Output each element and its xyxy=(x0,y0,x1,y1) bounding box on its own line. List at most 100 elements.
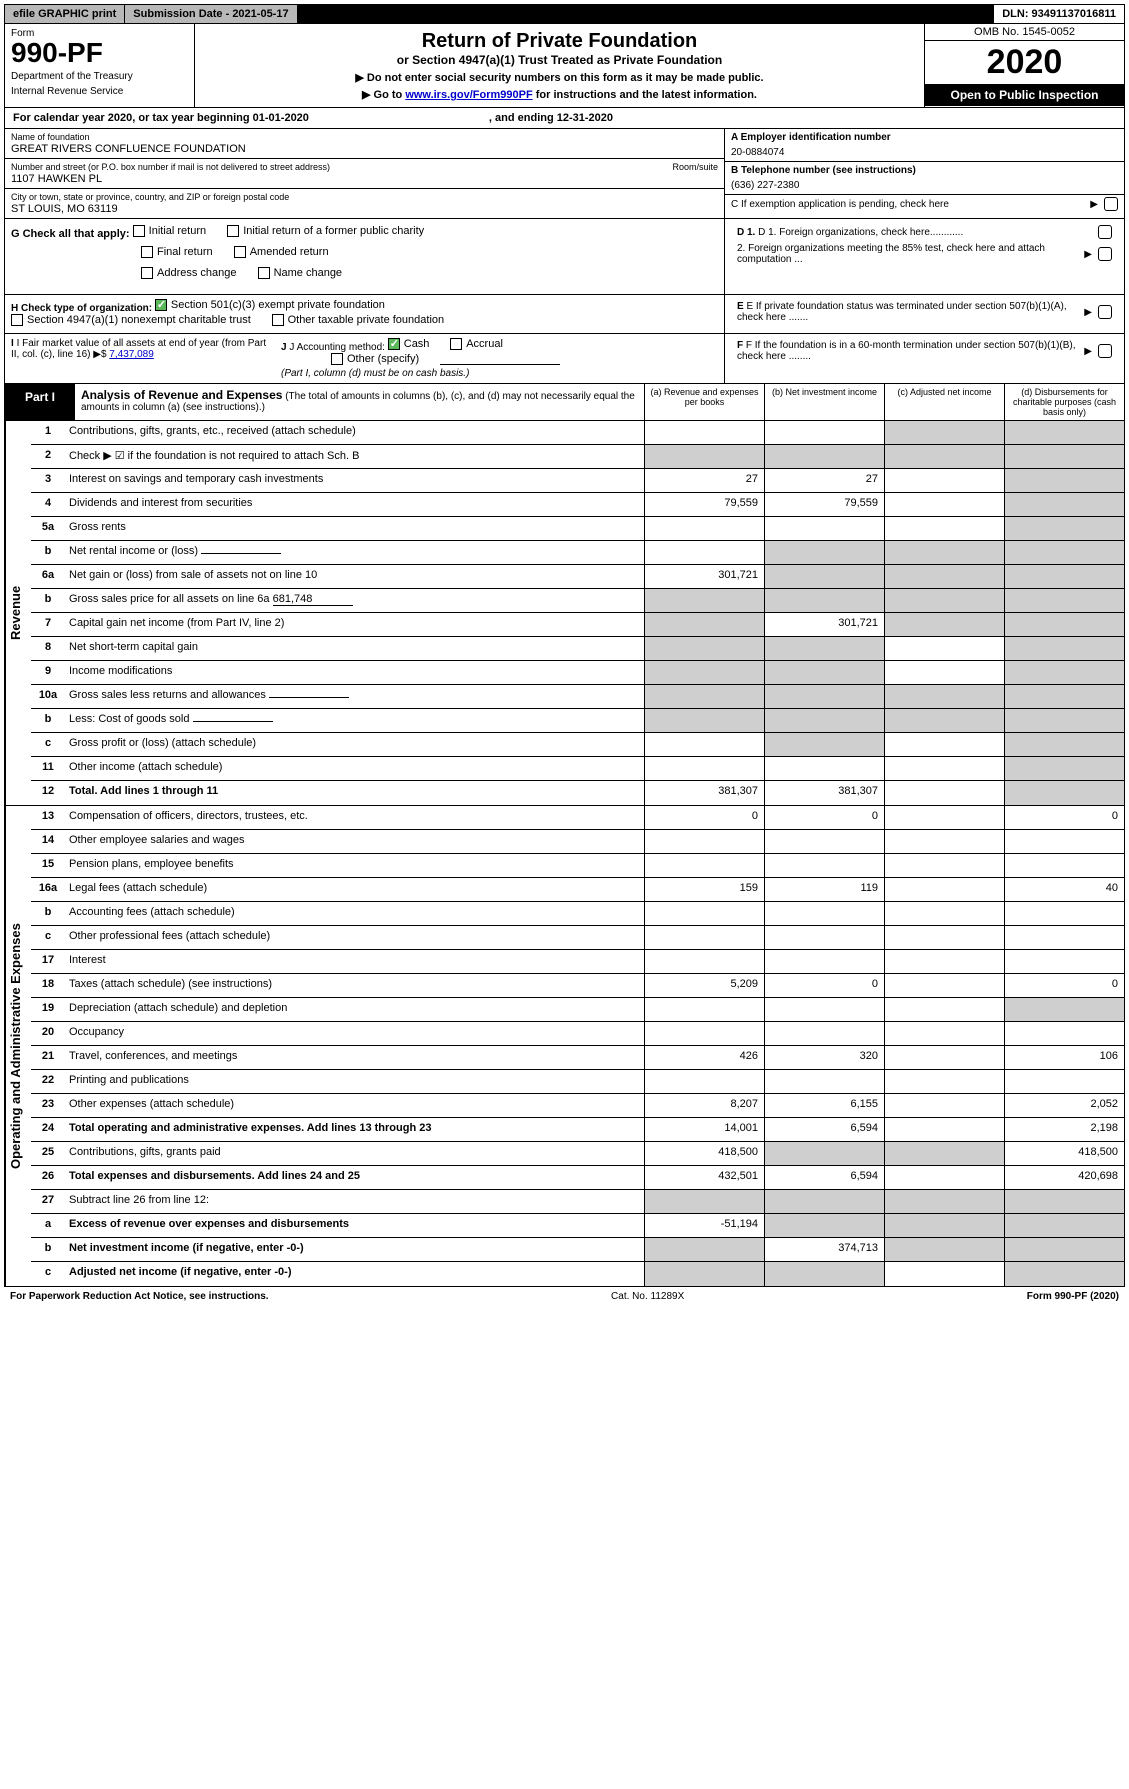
cell-a xyxy=(644,613,764,636)
chk-name-change[interactable]: Name change xyxy=(258,267,343,279)
table-row: 8Net short-term capital gain xyxy=(31,637,1124,661)
chk-cash[interactable]: Cash xyxy=(388,338,430,350)
line-number: 11 xyxy=(31,757,65,780)
calyear-begin: For calendar year 2020, or tax year begi… xyxy=(13,112,309,124)
cell-b: 79,559 xyxy=(764,493,884,516)
cell-a xyxy=(644,950,764,973)
cell-c xyxy=(884,757,1004,780)
cell-d xyxy=(1004,950,1124,973)
cell-d xyxy=(1004,1214,1124,1237)
city-state-zip: ST LOUIS, MO 63119 xyxy=(11,203,718,215)
cell-d: 2,052 xyxy=(1004,1094,1124,1117)
cell-a xyxy=(644,541,764,564)
form-number: 990-PF xyxy=(11,39,188,67)
line-number: 25 xyxy=(31,1142,65,1165)
cell-b xyxy=(764,830,884,853)
d2-checkbox[interactable] xyxy=(1098,247,1112,261)
line-desc: Gross sales price for all assets on line… xyxy=(65,589,644,612)
cell-c xyxy=(884,974,1004,997)
cell-c xyxy=(884,998,1004,1021)
fmv-link[interactable]: 7,437,089 xyxy=(109,349,154,360)
chk-initial-return[interactable]: Initial return xyxy=(133,225,206,237)
cell-d xyxy=(1004,830,1124,853)
col-d-header: (d) Disbursements for charitable purpose… xyxy=(1004,384,1124,420)
part1-header: Part I Analysis of Revenue and Expenses … xyxy=(4,384,1125,421)
cell-b xyxy=(764,637,884,660)
chk-501c3[interactable]: Section 501(c)(3) exempt private foundat… xyxy=(155,299,385,311)
cell-a: 14,001 xyxy=(644,1118,764,1141)
cell-c xyxy=(884,854,1004,877)
exemption-checkbox[interactable] xyxy=(1104,197,1118,211)
e-checkbox[interactable] xyxy=(1098,305,1112,319)
table-row: 19Depreciation (attach schedule) and dep… xyxy=(31,998,1124,1022)
line-desc: Taxes (attach schedule) (see instruction… xyxy=(65,974,644,997)
cell-b xyxy=(764,565,884,588)
cell-a xyxy=(644,998,764,1021)
cell-b xyxy=(764,854,884,877)
foundation-name-row: Name of foundation GREAT RIVERS CONFLUEN… xyxy=(5,129,724,159)
header-left: Form 990-PF Department of the Treasury I… xyxy=(5,24,195,107)
chk-amended[interactable]: Amended return xyxy=(234,246,329,258)
calendar-year-row: For calendar year 2020, or tax year begi… xyxy=(4,108,1125,129)
line-number: c xyxy=(31,733,65,756)
efile-label: efile GRAPHIC print xyxy=(5,5,125,23)
line-number: b xyxy=(31,902,65,925)
cell-a: 0 xyxy=(644,806,764,829)
chk-final-return[interactable]: Final return xyxy=(141,246,213,258)
section-d: D 1. D 1. Foreign organizations, check h… xyxy=(724,219,1124,294)
form-header: Form 990-PF Department of the Treasury I… xyxy=(4,24,1125,108)
table-row: cGross profit or (loss) (attach schedule… xyxy=(31,733,1124,757)
cell-c xyxy=(884,1142,1004,1165)
line-number: 22 xyxy=(31,1070,65,1093)
line-desc: Total. Add lines 1 through 11 xyxy=(65,781,644,805)
line-number: b xyxy=(31,541,65,564)
line-desc: Accounting fees (attach schedule) xyxy=(65,902,644,925)
line-number: 6a xyxy=(31,565,65,588)
cell-a: 8,207 xyxy=(644,1094,764,1117)
chk-address-change[interactable]: Address change xyxy=(141,267,237,279)
cell-d xyxy=(1004,757,1124,780)
revenue-side-label: Revenue xyxy=(5,421,31,805)
part1-desc: Analysis of Revenue and Expenses (The to… xyxy=(75,384,644,420)
cell-a: -51,194 xyxy=(644,1214,764,1237)
note-ssn: ▶ Do not enter social security numbers o… xyxy=(201,71,918,84)
cell-b xyxy=(764,926,884,949)
line-number: 19 xyxy=(31,998,65,1021)
f-checkbox[interactable] xyxy=(1098,344,1112,358)
line-desc: Printing and publications xyxy=(65,1070,644,1093)
chk-other-taxable[interactable]: Other taxable private foundation xyxy=(272,314,445,326)
table-row: cOther professional fees (attach schedul… xyxy=(31,926,1124,950)
cell-a: 301,721 xyxy=(644,565,764,588)
chk-accrual[interactable]: Accrual xyxy=(450,338,503,350)
entity-left: Name of foundation GREAT RIVERS CONFLUEN… xyxy=(5,129,724,218)
cell-c xyxy=(884,1070,1004,1093)
cell-d xyxy=(1004,421,1124,444)
line-desc: Capital gain net income (from Part IV, l… xyxy=(65,613,644,636)
chk-initial-former[interactable]: Initial return of a former public charit… xyxy=(227,225,424,237)
line-desc: Excess of revenue over expenses and disb… xyxy=(65,1214,644,1237)
expenses-table: Operating and Administrative Expenses 13… xyxy=(4,806,1125,1287)
cell-d xyxy=(1004,709,1124,732)
cell-a xyxy=(644,637,764,660)
cell-d xyxy=(1004,493,1124,516)
cell-b xyxy=(764,541,884,564)
cell-d: 2,198 xyxy=(1004,1118,1124,1141)
cell-a: 159 xyxy=(644,878,764,901)
line-number: 14 xyxy=(31,830,65,853)
footer-cat: Cat. No. 11289X xyxy=(269,1291,1027,1302)
line-desc: Dividends and interest from securities xyxy=(65,493,644,516)
cell-b: 0 xyxy=(764,806,884,829)
chk-4947[interactable]: Section 4947(a)(1) nonexempt charitable … xyxy=(11,314,251,326)
line-number: 21 xyxy=(31,1046,65,1069)
cell-c xyxy=(884,1094,1004,1117)
cell-b: 6,594 xyxy=(764,1118,884,1141)
table-row: 27Subtract line 26 from line 12: xyxy=(31,1190,1124,1214)
chk-other-method[interactable]: Other (specify) xyxy=(331,353,419,365)
line-desc: Net investment income (if negative, ente… xyxy=(65,1238,644,1261)
cell-a: 5,209 xyxy=(644,974,764,997)
irs-link[interactable]: www.irs.gov/Form990PF xyxy=(405,89,532,101)
cell-a xyxy=(644,1262,764,1286)
line-desc: Gross profit or (loss) (attach schedule) xyxy=(65,733,644,756)
line-number: b xyxy=(31,709,65,732)
d1-checkbox[interactable] xyxy=(1098,225,1112,239)
